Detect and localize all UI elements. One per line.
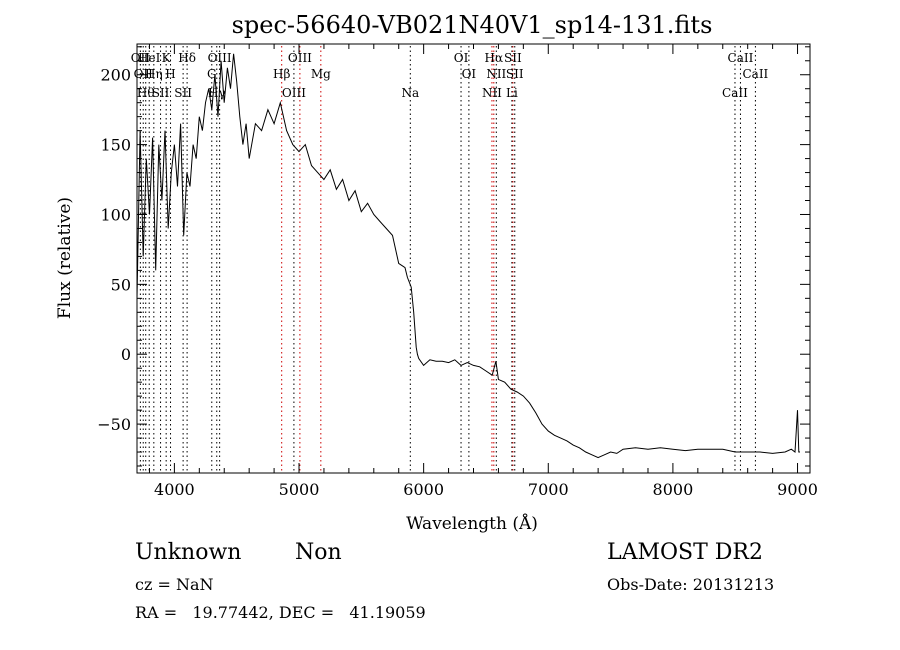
spectral-line-label: OII (134, 67, 154, 81)
spectral-line-label: G (207, 67, 217, 81)
spectral-line-label: NII (482, 86, 502, 100)
spectral-line-label: OI (462, 67, 477, 81)
spectral-line-label: H (165, 67, 175, 81)
y-tick-label: 50 (111, 275, 131, 294)
x-tick-label: 6000 (403, 480, 444, 499)
spectral-line-label: OII (131, 51, 151, 65)
spectral-subclass: Non (295, 540, 342, 565)
spectral-line-label: CaII (722, 86, 748, 100)
y-axis-ticks: −50 0 50 100 150 200 (97, 46, 810, 467)
spectral-line-label: Hθ (137, 86, 155, 100)
spectral-line-label: Hη (145, 67, 163, 81)
spectral-line-label: SII (506, 67, 524, 81)
spectral-line-label: SII (152, 86, 170, 100)
spectral-line-label: Li (506, 86, 518, 100)
spectral-line-label: CaII (728, 51, 754, 65)
spectral-line-label: Na (401, 86, 419, 100)
spectral-line-label: OIII (282, 86, 306, 100)
y-axis-label: Flux (relative) (55, 197, 75, 319)
plot-frame (136, 43, 811, 474)
spectral-line-label: OI (454, 51, 469, 65)
spectral-line-label: Hγ (208, 86, 226, 100)
spectral-line-label: HeI (138, 51, 161, 65)
cz-value: cz = NaN (135, 575, 214, 594)
x-axis-label: Wavelength (Å) (406, 513, 538, 534)
spectral-line-label: Hδ (178, 51, 196, 65)
chart-title: spec-56640-VB021N40V1_sp14-131.fits (232, 11, 713, 39)
spectral-line-label: Hα (485, 51, 504, 65)
x-axis-ticks: 4000 5000 6000 7000 8000 9000 (148, 44, 818, 499)
spectral-line-label: OIII (288, 51, 312, 65)
x-tick-label: 9000 (777, 480, 818, 499)
x-tick-label: 4000 (154, 480, 195, 499)
y-tick-label: −50 (97, 415, 131, 434)
x-tick-label: 5000 (279, 480, 320, 499)
y-tick-label: 150 (100, 136, 131, 155)
x-tick-label: 8000 (653, 480, 694, 499)
spectral-line-label: NII (486, 67, 506, 81)
coordinates: RA = 19.77442, DEC = 41.19059 (135, 603, 426, 622)
spectral-line-label: SII (504, 51, 522, 65)
spectral-line-label: Mg (311, 67, 331, 81)
survey-name: LAMOST DR2 (607, 540, 763, 565)
spectral-line-labels: OII OII Hθ HeI Hη SII KH SII Hδ G Hγ OIII Hβ OIII OIII… (131, 51, 769, 100)
spectral-line-label: Hβ (273, 67, 290, 81)
spectral-class: Unknown (135, 540, 242, 565)
spectral-line-label: K (162, 51, 172, 65)
spectrum-line (136, 53, 800, 459)
spectral-line-markers (139, 46, 756, 472)
observation-date: Obs-Date: 20131213 (607, 575, 775, 594)
spectral-line-label: CaII (742, 67, 768, 81)
y-tick-label: 100 (100, 205, 131, 224)
y-tick-label: 0 (121, 345, 131, 364)
y-tick-label: 200 (100, 66, 131, 85)
spectrum-chart: spec-56640-VB021N40V1_sp14-131.fits OIIO… (55, 11, 818, 534)
spectral-line-label: OIII (208, 51, 232, 65)
spectral-line-label: SII (174, 86, 192, 100)
x-tick-label: 7000 (528, 480, 569, 499)
